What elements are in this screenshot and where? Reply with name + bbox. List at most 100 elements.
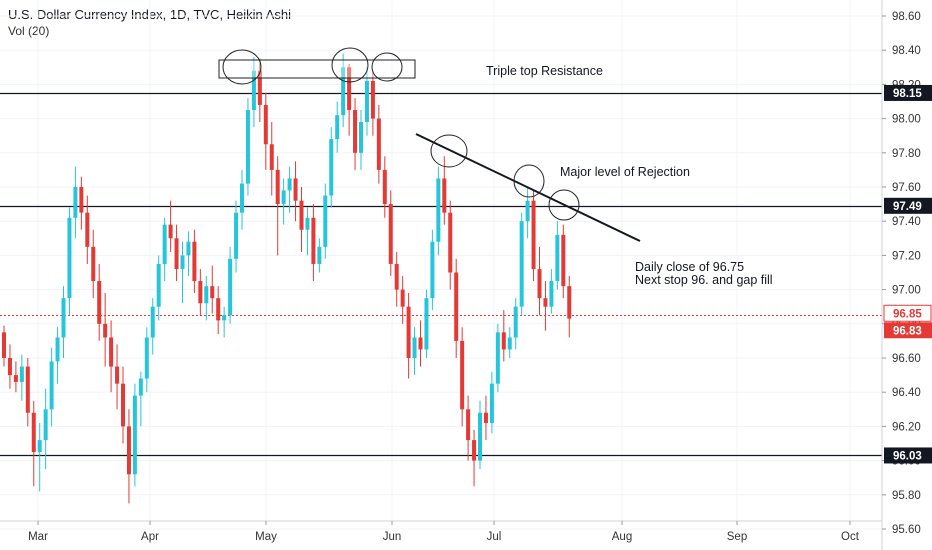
candle-body (364, 80, 369, 123)
candles (2, 53, 572, 504)
candle (454, 258, 459, 358)
y-tick-label: 98.40 (892, 45, 921, 57)
annotation-rejection: Major level of Rejection (560, 165, 690, 179)
candle (567, 275, 572, 338)
candle (293, 161, 298, 222)
candle-body (549, 281, 554, 307)
x-tick-label: Aug (612, 531, 632, 543)
candle (388, 190, 393, 276)
candle-body (192, 241, 197, 282)
candle (257, 58, 262, 123)
candle (394, 251, 399, 307)
candle (204, 275, 209, 321)
candle-body (311, 217, 316, 264)
candle (436, 166, 441, 256)
candle (531, 190, 536, 282)
candle (126, 409, 131, 504)
y-tick-label: 97.20 (892, 250, 921, 262)
candle (359, 110, 363, 170)
candle (79, 176, 84, 230)
candle-body (7, 358, 12, 376)
candle-body (43, 409, 48, 441)
candle (73, 166, 78, 239)
candle (156, 255, 161, 321)
candle-body (359, 122, 363, 153)
drawings (218, 47, 641, 242)
candle-body (388, 204, 393, 264)
y-tick-label: 95.60 (892, 524, 921, 536)
candle-body (121, 383, 125, 427)
candle (412, 327, 417, 376)
candle-body (561, 234, 566, 287)
chart-header: U.S. Dollar Currency Index, 1D, TVC, Hei… (8, 6, 291, 40)
candle-body (460, 340, 465, 410)
candle (162, 217, 167, 282)
candle (109, 320, 114, 393)
candle-body (97, 281, 102, 324)
candle-body (115, 366, 120, 384)
candle (186, 231, 191, 276)
candle-body (85, 212, 90, 247)
candle-body (394, 263, 399, 290)
candle-body (19, 366, 24, 382)
candle-body (543, 298, 548, 307)
y-tick-label: 96.60 (892, 353, 921, 365)
candle (61, 286, 66, 358)
candle-body (400, 289, 405, 307)
candle (442, 156, 447, 225)
candle (245, 98, 250, 196)
x-tick-label: Apr (141, 531, 159, 543)
candle-body (317, 246, 322, 264)
candle-body (55, 337, 60, 362)
time-axis[interactable]: Mar Apr May Jun Jul Aug Sep Oct (28, 521, 860, 543)
y-tick-label: 96.40 (892, 387, 921, 399)
candle (91, 229, 96, 299)
candle (55, 327, 60, 384)
candle (222, 306, 227, 338)
candle-body (382, 169, 387, 205)
candle-body (293, 178, 298, 201)
candle (144, 327, 149, 393)
candle-body (483, 412, 488, 423)
candle-body (347, 67, 352, 111)
candle-body (466, 409, 471, 441)
candle (341, 53, 346, 128)
candle-body (442, 178, 447, 213)
candle-body (489, 383, 494, 423)
candle-body (448, 212, 453, 273)
top-circle-1 (222, 49, 262, 85)
candle-body (341, 67, 346, 116)
candle (103, 293, 108, 367)
candle-body (79, 187, 84, 213)
candle (329, 127, 334, 208)
candle (7, 344, 12, 389)
candle (132, 383, 137, 487)
candle (370, 70, 375, 136)
candle-body (126, 426, 131, 475)
rejection-circle-3 (548, 189, 580, 221)
candle-body (162, 224, 167, 264)
rejection-circle-2 (513, 164, 545, 198)
candle (501, 310, 506, 362)
candle (519, 212, 524, 316)
candle (281, 178, 286, 225)
candle (525, 187, 530, 239)
candle (174, 224, 179, 282)
last-price-badge-outline (883, 304, 932, 322)
candle-body (37, 440, 42, 453)
candle (180, 241, 185, 304)
candle (418, 320, 423, 367)
candle-body (478, 412, 482, 461)
candle-body (531, 200, 536, 270)
candle-body (269, 144, 274, 170)
price-badges: 98.15 97.49 96.03 96.85 96.83 (883, 84, 932, 464)
candle (85, 195, 90, 264)
candle-body (138, 378, 143, 396)
candle (25, 358, 30, 427)
rejection-trendline (415, 133, 641, 242)
candle-body (263, 104, 268, 145)
candle-body (555, 234, 560, 282)
rejection-circle-1 (430, 134, 468, 168)
candle-body (376, 118, 381, 170)
